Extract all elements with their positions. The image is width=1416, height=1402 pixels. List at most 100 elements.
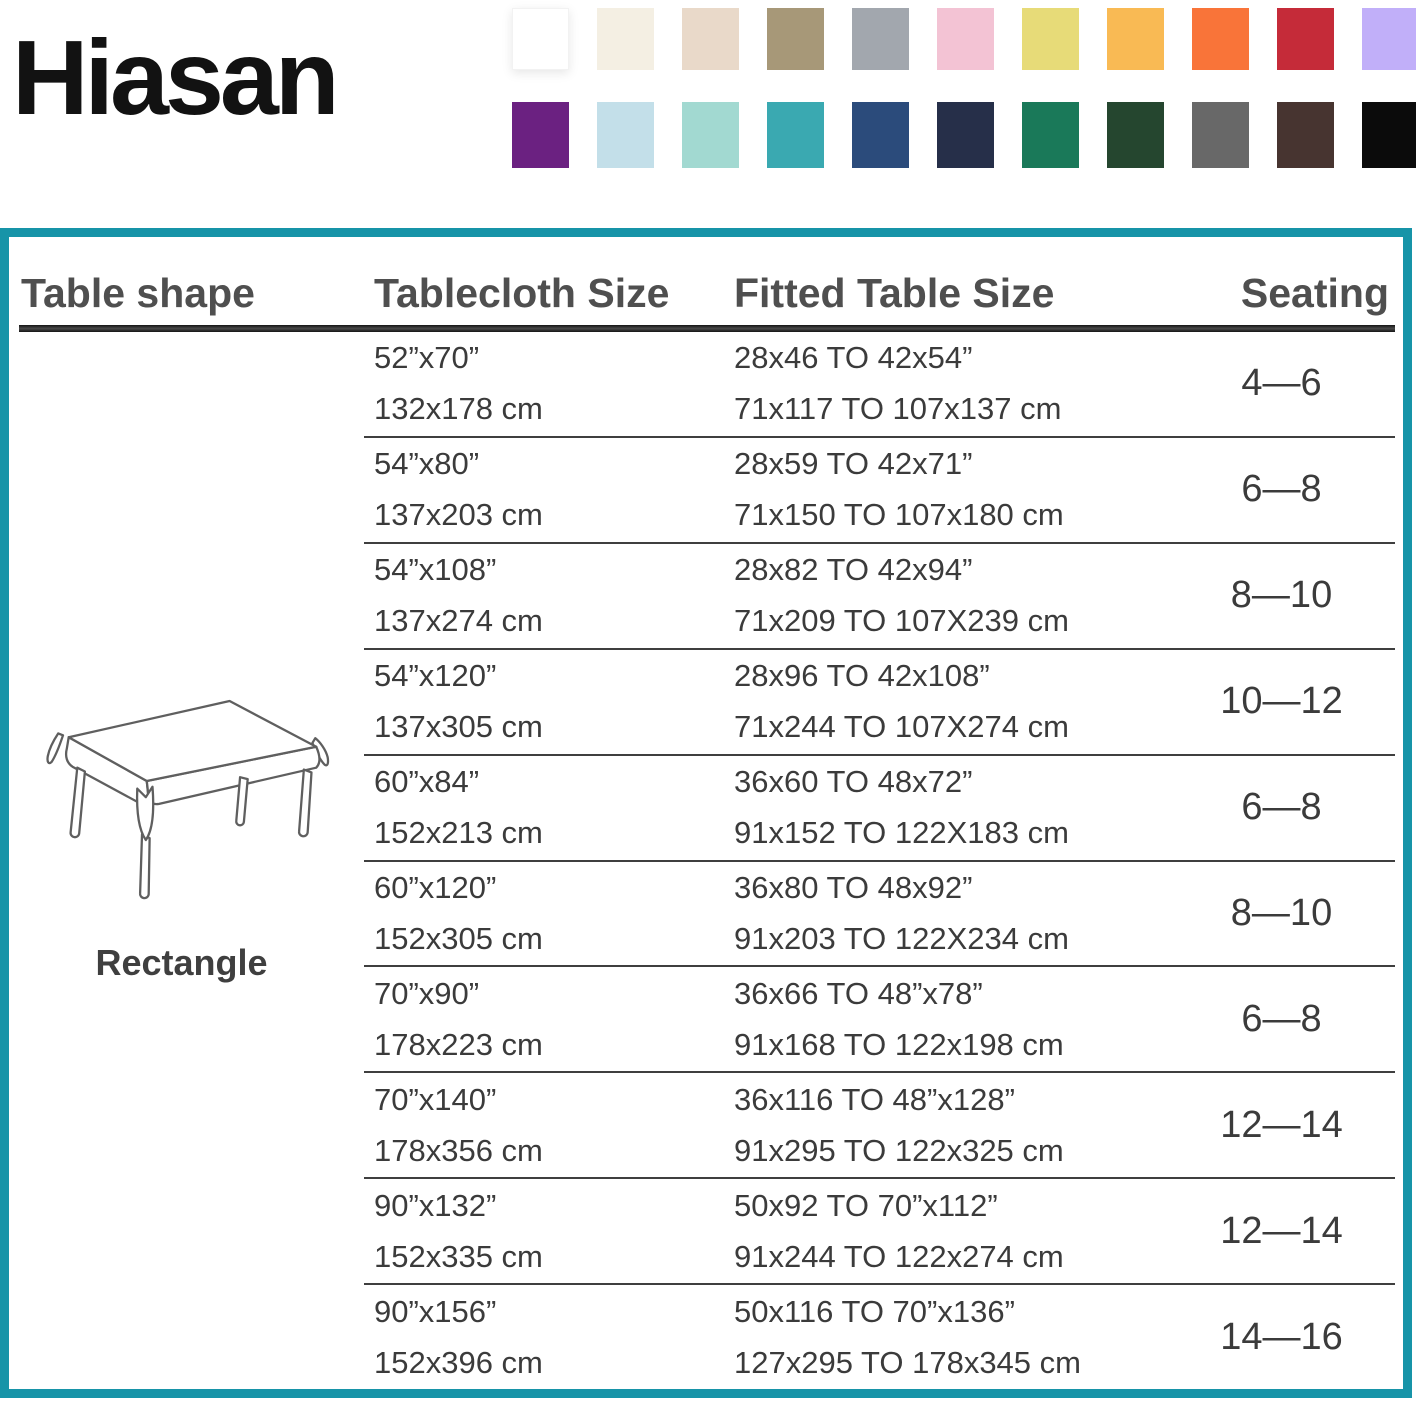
swatch-row-1	[512, 8, 1416, 70]
tablecloth-size-cell: 90”x156” 152x396 cm	[364, 1294, 724, 1381]
tablecloth-size-cm: 152x305 cm	[374, 920, 543, 956]
fitted-size-cm: 91x295 TO 122x325 cm	[734, 1132, 1064, 1168]
fitted-size-inches: 28x96 TO 42x108”	[734, 658, 990, 694]
tablecloth-size-cell: 54”x120” 137x305 cm	[364, 658, 724, 745]
tablecloth-size-inches: 70”x140”	[374, 1081, 497, 1117]
fitted-table-size-cell: 28x82 TO 42x94” 71x209 TO 107X239 cm	[724, 552, 1174, 639]
tablecloth-size-cell: 70”x140” 178x356 cm	[364, 1082, 724, 1169]
column-header-fitted-table-size: Fitted Table Size	[734, 270, 1055, 316]
fitted-table-size-cell: 28x59 TO 42x71” 71x150 TO 107x180 cm	[724, 446, 1174, 533]
swatch-forest-green	[1107, 102, 1164, 168]
rectangle-table-icon	[45, 699, 329, 900]
swatch-lavender	[1362, 8, 1416, 70]
fitted-table-size-cell: 36x116 TO 48”x128” 91x295 TO 122x325 cm	[724, 1082, 1174, 1169]
swatch-red	[1277, 8, 1334, 70]
table-row: 70”x140” 178x356 cm 36x116 TO 48”x128” 9…	[364, 1073, 1395, 1180]
table-row: 70”x90” 178x223 cm 36x66 TO 48”x78” 91x1…	[364, 967, 1395, 1074]
seating-value: 8—10	[1230, 574, 1333, 617]
swatch-brown	[1277, 102, 1334, 168]
tablecloth-size-cell: 90”x132” 152x335 cm	[364, 1188, 724, 1275]
size-chart: Table shape Tablecloth Size Fitted Table…	[0, 228, 1412, 1398]
fitted-table-size-cell: 28x96 TO 42x108” 71x244 TO 107X274 cm	[724, 658, 1174, 745]
swatch-pink	[937, 8, 994, 70]
column-header-seating: Seating	[1240, 270, 1389, 316]
table-row: 54”x80” 137x203 cm 28x59 TO 42x71” 71x15…	[364, 438, 1395, 544]
shape-label: Rectangle	[95, 942, 268, 983]
tablecloth-size-cm: 152x335 cm	[374, 1238, 543, 1274]
swatch-aqua	[682, 102, 739, 168]
fitted-size-inches: 36x116 TO 48”x128”	[734, 1081, 1015, 1117]
tablecloth-size-cm: 178x223 cm	[374, 1026, 543, 1062]
swatch-yellow	[1022, 8, 1079, 70]
table-row: 54”x120” 137x305 cm 28x96 TO 42x108” 71x…	[364, 650, 1395, 756]
tablecloth-size-cell: 52”x70” 132x178 cm	[364, 340, 724, 427]
fitted-size-cm: 91x244 TO 122x274 cm	[734, 1238, 1064, 1274]
fitted-size-cm: 71x117 TO 107x137 cm	[734, 391, 1062, 427]
fitted-table-size-cell: 36x60 TO 48x72” 91x152 TO 122X183 cm	[724, 764, 1174, 851]
swatch-light-blue	[597, 102, 654, 168]
swatch-taupe	[767, 8, 824, 70]
swatch-black	[1362, 102, 1416, 168]
swatch-teal	[767, 102, 824, 168]
seating-cell: 8—10	[1174, 892, 1395, 935]
seating-value: 12—14	[1220, 1103, 1343, 1146]
column-header-table-shape: Table shape	[21, 270, 255, 316]
seating-cell: 10—12	[1174, 680, 1395, 723]
swatch-ivory	[597, 8, 654, 70]
tablecloth-size-cm: 152x396 cm	[374, 1344, 543, 1380]
fitted-size-cm: 91x203 TO 122X234 cm	[734, 920, 1069, 956]
fitted-size-cm: 71x209 TO 107X239 cm	[734, 603, 1069, 639]
tablecloth-size-inches: 52”x70”	[374, 340, 480, 376]
seating-value: 6—8	[1241, 468, 1322, 511]
table-row: 60”x120” 152x305 cm 36x80 TO 48x92” 91x2…	[364, 862, 1395, 968]
color-swatch-grid	[512, 8, 1416, 168]
seating-cell: 8—10	[1174, 574, 1395, 617]
size-chart-header: Table shape Tablecloth Size Fitted Table…	[9, 237, 1403, 325]
brand-logo: Hiasan	[12, 19, 340, 137]
seating-cell: 6—8	[1174, 998, 1395, 1041]
tablecloth-size-inches: 90”x156”	[374, 1293, 497, 1329]
tablecloth-size-cell: 60”x84” 152x213 cm	[364, 764, 724, 851]
size-chart-rows: 52”x70” 132x178 cm 28x46 TO 42x54” 71x11…	[354, 332, 1395, 1389]
swatch-gold	[1107, 8, 1164, 70]
tablecloth-size-cell: 54”x80” 137x203 cm	[364, 446, 724, 533]
seating-value: 8—10	[1230, 891, 1333, 934]
seating-value: 14—16	[1220, 1315, 1343, 1358]
table-row: 90”x132” 152x335 cm 50x92 TO 70”x112” 91…	[364, 1179, 1395, 1286]
fitted-size-cm: 71x244 TO 107X274 cm	[734, 709, 1069, 745]
fitted-table-size-cell: 50x92 TO 70”x112” 91x244 TO 122x274 cm	[724, 1188, 1174, 1275]
seating-cell: 6—8	[1174, 468, 1395, 511]
tablecloth-size-cell: 70”x90” 178x223 cm	[364, 976, 724, 1063]
seating-value: 4—6	[1241, 362, 1322, 405]
fitted-table-size-cell: 36x66 TO 48”x78” 91x168 TO 122x198 cm	[724, 976, 1174, 1063]
tablecloth-size-inches: 54”x80”	[374, 446, 480, 482]
tablecloth-size-inches: 90”x132”	[374, 1187, 497, 1223]
tablecloth-size-cm: 137x305 cm	[374, 709, 543, 745]
tablecloth-size-cm: 137x203 cm	[374, 497, 543, 533]
fitted-size-inches: 50x116 TO 70”x136”	[734, 1293, 1015, 1329]
seating-value: 6—8	[1241, 997, 1322, 1040]
seating-value: 12—14	[1220, 1209, 1343, 1252]
seating-cell: 12—14	[1174, 1210, 1395, 1253]
seating-cell: 4—6	[1174, 362, 1395, 405]
seating-value: 10—12	[1220, 680, 1343, 723]
fitted-size-inches: 28x82 TO 42x94”	[734, 552, 973, 588]
seating-cell: 6—8	[1174, 786, 1395, 829]
table-row: 52”x70” 132x178 cm 28x46 TO 42x54” 71x11…	[364, 332, 1395, 438]
fitted-size-inches: 36x80 TO 48x92”	[734, 869, 973, 905]
column-header-tablecloth-size: Tablecloth Size	[374, 270, 670, 316]
seating-value: 6—8	[1241, 786, 1322, 829]
swatch-orange	[1192, 8, 1249, 70]
tablecloth-size-cell: 54”x108” 137x274 cm	[364, 552, 724, 639]
tablecloth-size-inches: 54”x108”	[374, 552, 497, 588]
swatch-steel-blue	[852, 102, 909, 168]
swatch-grey	[852, 8, 909, 70]
swatch-emerald	[1022, 102, 1079, 168]
tablecloth-size-cm: 137x274 cm	[374, 603, 543, 639]
table-shape-cell: Rectangle	[9, 332, 354, 1389]
tablecloth-size-inches: 60”x84”	[374, 764, 480, 800]
tablecloth-size-inches: 54”x120”	[374, 658, 497, 694]
table-row: 90”x156” 152x396 cm 50x116 TO 70”x136” 1…	[364, 1285, 1395, 1389]
tablecloth-size-inches: 60”x120”	[374, 869, 497, 905]
swatch-row-2	[512, 102, 1416, 168]
